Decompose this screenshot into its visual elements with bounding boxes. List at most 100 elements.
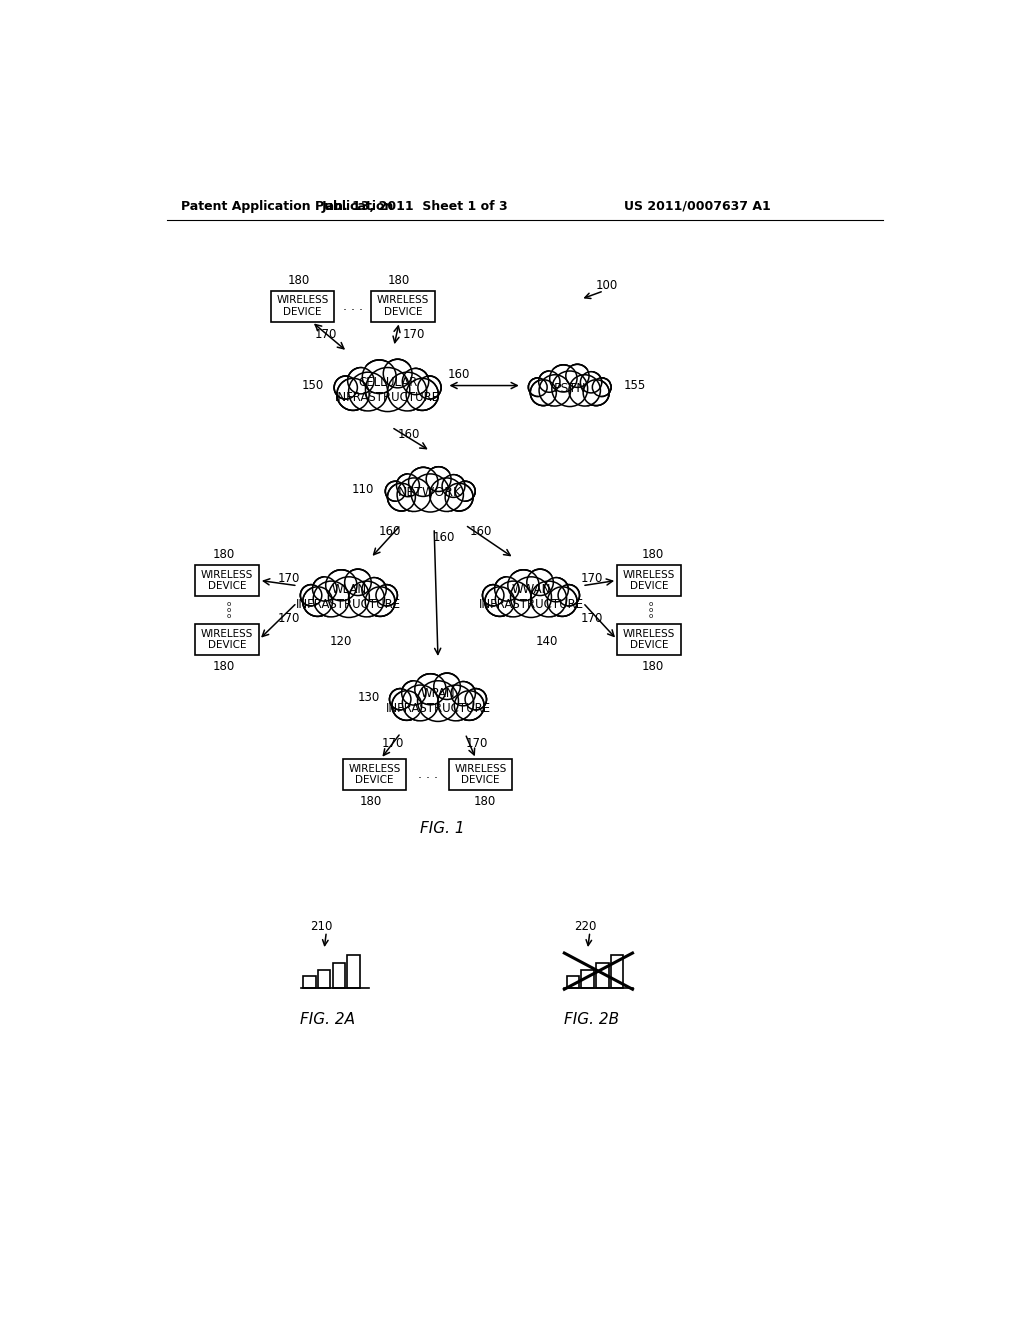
Bar [317, 970, 331, 989]
Circle shape [511, 577, 552, 618]
Circle shape [544, 578, 568, 602]
Bar [303, 977, 315, 989]
Circle shape [403, 686, 437, 719]
Circle shape [569, 375, 600, 407]
Circle shape [364, 362, 395, 392]
Circle shape [403, 370, 428, 393]
Circle shape [367, 587, 394, 615]
Text: 180: 180 [642, 660, 664, 673]
Circle shape [531, 380, 555, 404]
Text: 180: 180 [212, 660, 234, 673]
Circle shape [346, 570, 370, 594]
Text: WIRELESS
DEVICE: WIRELESS DEVICE [455, 763, 507, 785]
Circle shape [548, 587, 578, 616]
Text: 170: 170 [382, 737, 404, 750]
Text: 120: 120 [330, 635, 352, 648]
Text: o: o [648, 601, 652, 607]
Bar [333, 964, 345, 989]
Circle shape [552, 371, 588, 407]
Circle shape [326, 570, 357, 601]
Circle shape [389, 374, 425, 409]
Ellipse shape [537, 367, 603, 409]
Circle shape [434, 673, 461, 700]
Text: CELLULAR
INFRASTRUCTURE: CELLULAR INFRASTRUCTURE [335, 376, 440, 404]
Circle shape [401, 681, 426, 705]
Circle shape [368, 370, 408, 409]
Text: WLAN
INFRASTRUCTURE: WLAN INFRASTRUCTURE [296, 583, 401, 611]
Text: WWAN
INFRASTRUCTURE: WWAN INFRASTRUCTURE [478, 583, 584, 611]
Circle shape [397, 478, 431, 511]
Circle shape [396, 474, 420, 496]
Text: 170: 170 [278, 611, 300, 624]
Circle shape [398, 479, 429, 510]
Text: o: o [226, 607, 230, 612]
Text: 160: 160 [379, 525, 401, 539]
Circle shape [386, 482, 404, 500]
Circle shape [455, 690, 484, 721]
Text: WIRELESS
DEVICE: WIRELESS DEVICE [201, 569, 253, 591]
Circle shape [466, 689, 485, 709]
Circle shape [482, 585, 504, 606]
Circle shape [408, 380, 437, 409]
Text: PSTN: PSTN [553, 383, 586, 395]
Circle shape [409, 467, 438, 496]
Text: 180: 180 [473, 795, 496, 808]
Bar [596, 964, 608, 989]
Circle shape [377, 586, 396, 605]
Circle shape [527, 570, 552, 594]
Circle shape [402, 682, 425, 704]
Circle shape [550, 364, 578, 392]
Circle shape [530, 581, 566, 616]
Text: o: o [226, 614, 230, 619]
Circle shape [410, 469, 437, 495]
Bar [196, 565, 259, 595]
Circle shape [411, 474, 450, 512]
Circle shape [376, 585, 397, 606]
Circle shape [530, 380, 556, 405]
Circle shape [304, 587, 332, 615]
Ellipse shape [399, 676, 477, 725]
Circle shape [435, 675, 460, 698]
Circle shape [452, 682, 474, 705]
Circle shape [384, 360, 411, 387]
Text: 210: 210 [310, 920, 333, 933]
Circle shape [335, 378, 356, 399]
Text: 180: 180 [288, 275, 309, 288]
Text: 155: 155 [624, 379, 646, 392]
Circle shape [532, 582, 565, 615]
Circle shape [419, 682, 457, 719]
Ellipse shape [394, 470, 466, 515]
Circle shape [566, 364, 589, 387]
Circle shape [329, 577, 370, 618]
Circle shape [539, 375, 570, 407]
Text: . . .: . . . [418, 768, 437, 781]
Circle shape [413, 475, 447, 511]
Circle shape [496, 581, 531, 616]
Text: FIG. 2B: FIG. 2B [564, 1011, 620, 1027]
Circle shape [349, 368, 373, 393]
Circle shape [327, 572, 355, 599]
Text: WIRELESS
DEVICE: WIRELESS DEVICE [623, 628, 675, 651]
Circle shape [303, 587, 333, 616]
Circle shape [419, 378, 440, 399]
Text: 140: 140 [536, 635, 558, 648]
Circle shape [551, 366, 575, 391]
Ellipse shape [310, 573, 388, 620]
Circle shape [496, 578, 518, 601]
Circle shape [362, 578, 385, 601]
Circle shape [385, 482, 406, 502]
Circle shape [442, 475, 465, 498]
Circle shape [397, 475, 419, 496]
Circle shape [330, 578, 368, 616]
Circle shape [389, 689, 411, 710]
Text: 160: 160 [398, 428, 421, 441]
Text: FIG. 1: FIG. 1 [420, 821, 464, 836]
Circle shape [387, 483, 416, 511]
Text: 170: 170 [581, 572, 603, 585]
Circle shape [388, 372, 427, 411]
Text: Jan. 13, 2011  Sheet 1 of 3: Jan. 13, 2011 Sheet 1 of 3 [322, 199, 508, 213]
Circle shape [301, 586, 321, 605]
Circle shape [402, 368, 429, 395]
Bar [566, 977, 579, 989]
Circle shape [497, 582, 530, 615]
